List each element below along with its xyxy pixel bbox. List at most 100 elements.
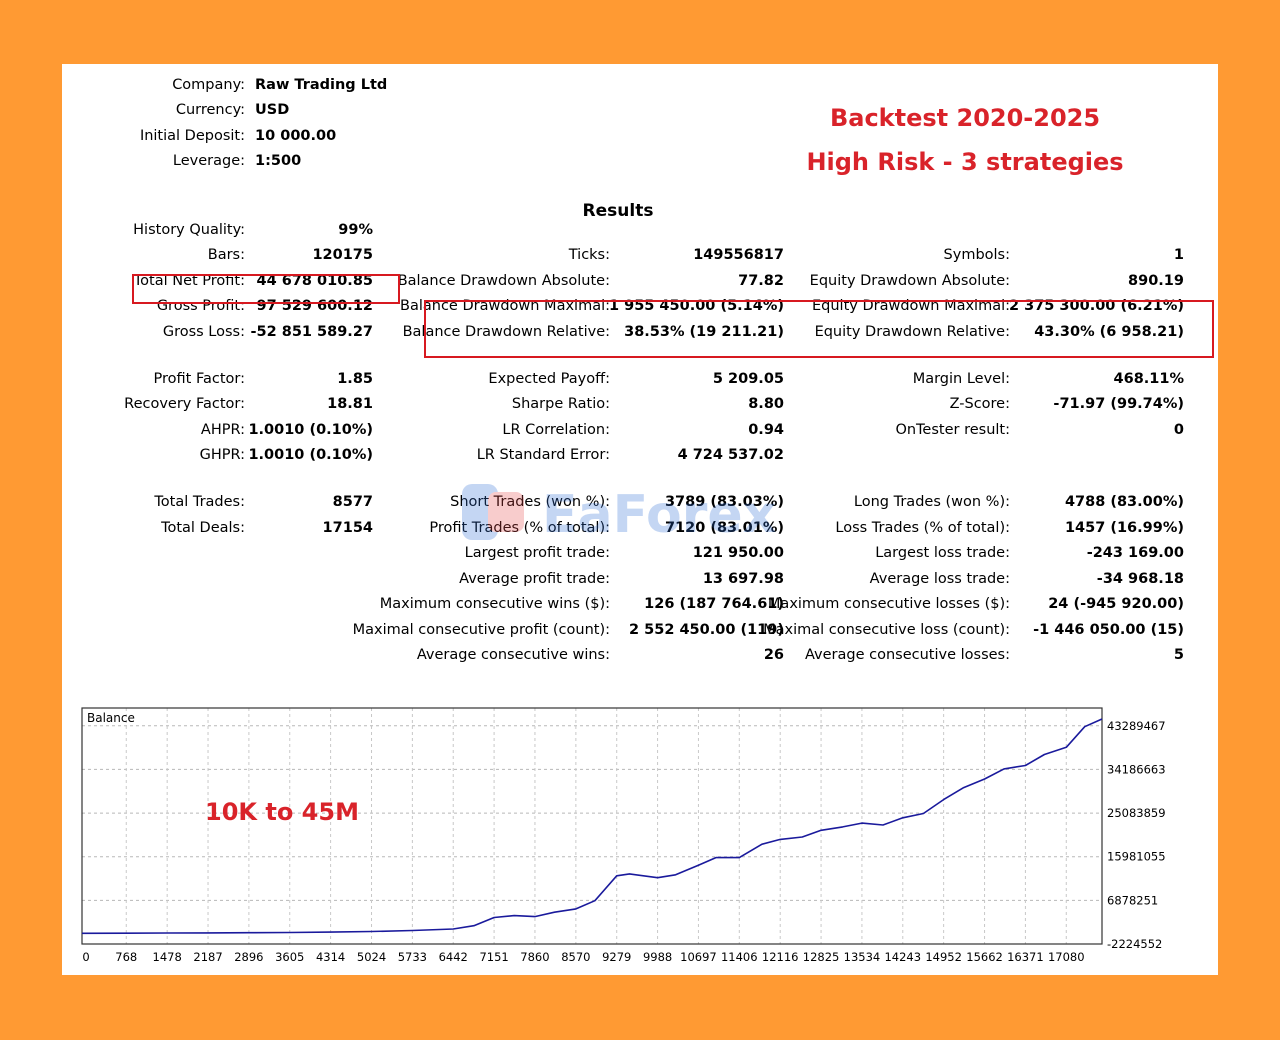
- company-label: Company:: [172, 77, 245, 93]
- stat-label: Profit Factor:: [153, 371, 245, 387]
- y-tick-label: 34186663: [1107, 762, 1166, 776]
- stat-label: LR Correlation:: [502, 422, 610, 438]
- x-tick-label: 5733: [398, 950, 427, 964]
- stat-label: Largest loss trade:: [875, 545, 1010, 561]
- stat-label: Sharpe Ratio:: [511, 396, 610, 412]
- eaforex-watermark-logo: EaForex: [462, 484, 776, 545]
- stat-value: -243 169.00: [1086, 545, 1184, 561]
- x-tick-label: 2187: [193, 950, 222, 964]
- stat-value: 468.11%: [1113, 371, 1184, 387]
- stat-value: 26: [763, 647, 784, 663]
- plot-frame: [81, 707, 1103, 945]
- stat-label: Gross Loss:: [162, 324, 245, 340]
- x-tick-label: 14952: [925, 950, 962, 964]
- stat-value: 13 697.98: [702, 571, 784, 587]
- stat-value: 0: [1173, 422, 1184, 438]
- stat-value: 1.0010 (0.10%): [248, 447, 373, 463]
- stat-value: 5: [1173, 647, 1184, 663]
- stat-label: History Quality:: [133, 222, 245, 238]
- stat-label: Maximal consecutive loss (count):: [763, 622, 1010, 638]
- stat-value: 38.53% (19 211.21): [624, 324, 784, 340]
- x-tick-label: 6442: [439, 950, 468, 964]
- x-tick-label: 7860: [520, 950, 549, 964]
- x-tick-label: 17080: [1048, 950, 1085, 964]
- stat-value: 4788 (83.00%): [1064, 494, 1184, 510]
- leverage-value: 1:500: [255, 153, 302, 169]
- stat-value: 77.82: [738, 273, 784, 289]
- x-tick-label: 9279: [602, 950, 631, 964]
- stat-value: 4 724 537.02: [677, 447, 784, 463]
- chart-grid: [82, 708, 1102, 945]
- company-value: Raw Trading Ltd: [255, 77, 388, 93]
- x-tick-label: 0: [82, 950, 89, 964]
- stat-label: OnTester result:: [895, 422, 1010, 438]
- currency-label: Currency:: [175, 102, 245, 118]
- stat-value: -34 968.18: [1096, 571, 1184, 587]
- stat-label: Balance Drawdown Maximal:: [400, 298, 610, 314]
- y-tick-label: 15981055: [1107, 850, 1166, 864]
- stat-value: 1 955 450.00 (5.14%): [608, 298, 784, 314]
- balance-chart: Balance 10K to 45M -2224552 6878251 159810…: [81, 707, 1166, 964]
- stat-value: 17154: [322, 520, 373, 536]
- x-tick-label: 5024: [357, 950, 386, 964]
- x-tick-label: 3605: [275, 950, 304, 964]
- stat-label: GHPR:: [199, 447, 245, 463]
- stat-label: Ticks:: [568, 247, 610, 263]
- stat-label: Maximal consecutive profit (count):: [352, 622, 610, 638]
- stat-label: Balance Drawdown Absolute:: [397, 273, 610, 289]
- currency-value: USD: [255, 102, 290, 118]
- backtest-report: Company: Raw Trading Ltd Currency: USD I…: [62, 64, 1218, 975]
- stat-label: Equity Drawdown Absolute:: [809, 273, 1010, 289]
- stat-value: 0.94: [748, 422, 784, 438]
- x-tick-label: 9988: [643, 950, 672, 964]
- results-heading: Results: [582, 201, 654, 221]
- stat-label: Total Trades:: [154, 494, 245, 510]
- y-tick-label: 25083859: [1107, 806, 1166, 820]
- x-tick-label: 7151: [479, 950, 508, 964]
- stat-label: Recovery Factor:: [124, 396, 245, 412]
- stat-label: Maximum consecutive losses ($):: [767, 596, 1010, 612]
- stat-value: 890.19: [1128, 273, 1184, 289]
- stat-value: -71.97 (99.74%): [1053, 396, 1184, 412]
- stat-label: Equity Drawdown Relative:: [814, 324, 1010, 340]
- annotation-title-line2: High Risk - 3 strategies: [806, 148, 1124, 176]
- stat-value: 1.85: [337, 371, 373, 387]
- stat-value: 120175: [312, 247, 373, 263]
- stat-label: Long Trades (won %):: [853, 494, 1010, 510]
- annotation-title-line1: Backtest 2020-2025: [829, 104, 1101, 132]
- x-tick-label: 768: [115, 950, 137, 964]
- stat-value: 1.0010 (0.10%): [248, 422, 373, 438]
- x-tick-label: 10697: [680, 950, 717, 964]
- stat-value: 3789 (83.03%): [664, 494, 784, 510]
- stat-label: Average loss trade:: [869, 571, 1010, 587]
- stat-label: AHPR:: [200, 422, 245, 438]
- stat-value: 43.30% (6 958.21): [1034, 324, 1184, 340]
- stat-label: Margin Level:: [912, 371, 1010, 387]
- x-tick-label: 11406: [721, 950, 758, 964]
- x-tick-label: 13534: [844, 950, 881, 964]
- x-tick-label: 15662: [966, 950, 1003, 964]
- stat-label: Z-Score:: [949, 396, 1010, 412]
- x-tick-label: 16371: [1007, 950, 1044, 964]
- stat-label: Profit Trades (% of total):: [429, 520, 610, 536]
- stat-value: 149556817: [693, 247, 784, 263]
- stat-label: Bars:: [207, 247, 245, 263]
- stat-label: Average profit trade:: [459, 571, 610, 587]
- stat-value: 8.80: [748, 396, 784, 412]
- stat-value: 99%: [338, 222, 373, 238]
- stat-label: Expected Payoff:: [488, 371, 610, 387]
- stat-label: LR Standard Error:: [476, 447, 610, 463]
- stat-value: 2 552 450.00 (119): [629, 622, 784, 638]
- stat-value: 8577: [332, 494, 373, 510]
- initial-deposit-label: Initial Deposit:: [139, 128, 245, 144]
- chart-marks: -2224552 6878251 15981055 25083859 34186663 4…: [81, 718, 1166, 964]
- stat-value: -52 851 589.27: [250, 324, 373, 340]
- stat-value: 24 (-945 920.00): [1048, 596, 1184, 612]
- stat-value: 44 678 010.85: [256, 273, 374, 289]
- x-tick-label: 8570: [561, 950, 590, 964]
- stat-label: Maximum consecutive wins ($):: [379, 596, 610, 612]
- x-tick-label: 2896: [234, 950, 263, 964]
- chart-title: Balance: [87, 711, 135, 725]
- stat-value: 121 950.00: [692, 545, 784, 561]
- annotation-chart-note: 10K to 45M: [205, 798, 359, 826]
